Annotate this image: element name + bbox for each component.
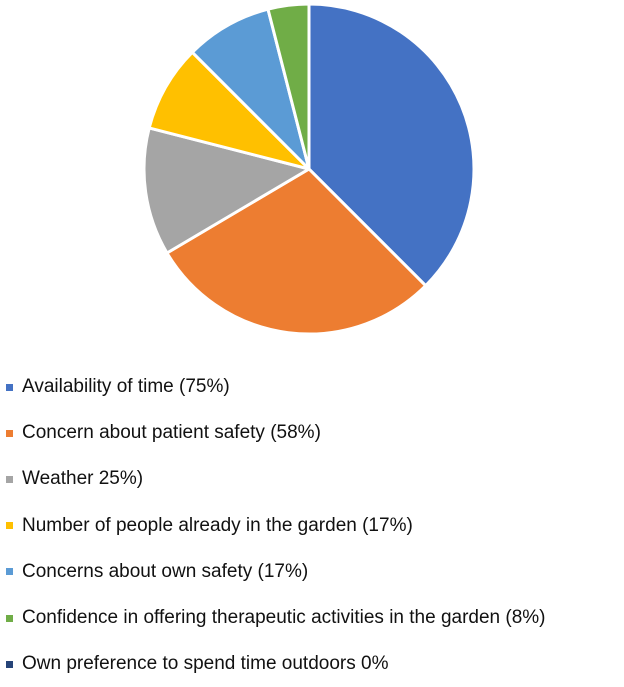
pie-slice-0 [307,2,476,288]
pie-slice-4 [190,7,311,171]
legend-item: Confidence in offering therapeutic activ… [6,595,546,641]
legend-item: Own preference to spend time outdoors 0% [6,641,546,687]
legend-item: Number of people already in the garden (… [6,503,546,549]
legend-item: Concern about patient safety (58%) [6,410,546,456]
chart-legend: Availability of time (75%) Concern about… [6,364,546,687]
legend-swatch [6,475,13,483]
legend-label: Number of people already in the garden (… [22,514,413,536]
legend-label: Concern about patient safety (58%) [22,422,321,444]
legend-item: Weather 25%) [6,456,546,502]
legend-label: Own preference to spend time outdoors 0% [22,653,389,675]
legend-label: Availability of time (75%) [22,376,230,398]
legend-label: Confidence in offering therapeutic activ… [22,607,546,629]
legend-swatch [6,429,13,437]
legend-item: Concerns about own safety (17%) [6,549,546,595]
legend-swatch [6,614,13,622]
pie-slice-1 [165,167,428,336]
pie-slice-5 [266,2,311,171]
pie-slice-3 [147,50,311,171]
legend-swatch [6,522,13,530]
legend-label: Concerns about own safety (17%) [22,560,309,582]
legend-swatch [6,660,13,668]
legend-swatch [6,568,13,576]
legend-item: Availability of time (75%) [6,364,546,410]
pie-chart [142,2,476,336]
legend-swatch [6,383,13,391]
legend-label: Weather 25%) [22,468,144,490]
